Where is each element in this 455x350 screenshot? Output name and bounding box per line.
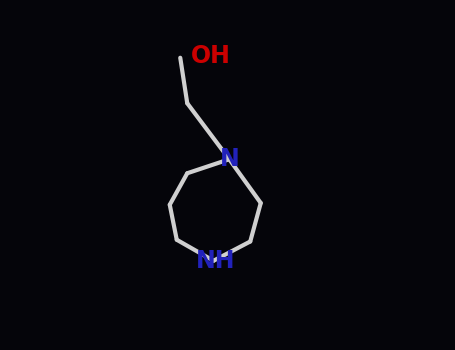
Text: NH: NH — [196, 249, 235, 273]
Text: N: N — [219, 147, 239, 171]
Text: OH: OH — [191, 44, 231, 68]
